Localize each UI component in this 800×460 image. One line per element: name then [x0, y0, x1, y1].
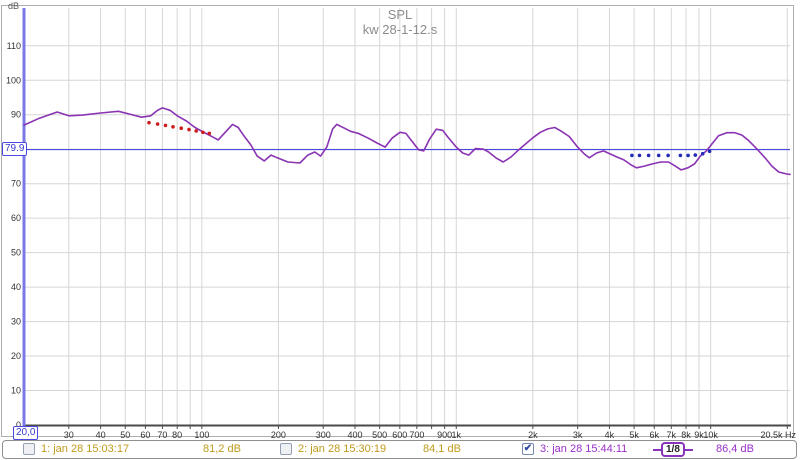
x-axis-tick-label: 7k	[667, 430, 677, 438]
red-dotted-overlay-dot	[194, 129, 198, 133]
blue-dotted-overlay-dot	[707, 149, 712, 154]
measurement-2-label[interactable]: 2: jan 28 15:30:19	[298, 443, 387, 455]
spl-chart-canvas: 30 40 50 60 70 80 100 200 300 400 500 600 700 900 1k 2k…	[1, 5, 796, 438]
y-axis-tick-label: 30	[11, 317, 21, 327]
frequency-cursor-readout[interactable]: 20,0	[13, 426, 39, 440]
blue-dotted-overlay-dot	[700, 151, 705, 156]
y-axis-tick-label: 50	[11, 248, 21, 258]
x-axis-tick-label: 300	[316, 430, 331, 438]
y-axis-tick-label: 60	[11, 213, 21, 223]
blue-dotted-overlay-dot	[686, 153, 690, 158]
blue-dotted-overlay-dot	[678, 153, 683, 158]
spl-trace	[23, 107, 791, 176]
db-axis-unit-label: dB	[8, 1, 20, 11]
red-dotted-overlay-dot	[201, 130, 205, 135]
y-axis-tick-label: 70	[11, 179, 21, 189]
measurement-1-label[interactable]: 1: jan 28 15:03:17	[41, 443, 130, 455]
red-dotted-overlay-dot	[187, 127, 191, 132]
measurement-2-level: 84,1 dB	[423, 443, 461, 455]
x-axis-tick-label: 900	[437, 430, 452, 438]
measurement-1-level: 81,2 dB	[203, 443, 241, 455]
chart-panel-border	[1, 5, 794, 437]
x-axis-tick-label: 70	[157, 430, 167, 438]
x-axis-tick-label: 40	[96, 430, 106, 438]
badge-right-line	[684, 448, 693, 451]
red-dotted-overlay-dot	[171, 125, 175, 129]
x-axis-tick-label: 100	[194, 430, 209, 438]
red-dotted-overlay-dot	[207, 131, 212, 136]
blue-dotted-overlay-dot	[666, 153, 670, 158]
x-axis-tick-label: 1k	[452, 430, 462, 438]
x-axis-tick-label: 500	[372, 430, 387, 438]
x-axis-tick-label: 5k	[629, 430, 639, 438]
blue-dotted-overlay-dot	[630, 153, 634, 158]
x-axis-tick-label: 700	[409, 430, 424, 438]
smoothing-badge-value: 1/8	[661, 442, 685, 457]
measurement-3-checkbox[interactable]: ✔	[522, 443, 534, 455]
level-cursor-readout[interactable]: 79.9	[2, 142, 28, 156]
x-axis-tick-label: 2k	[528, 430, 538, 438]
y-axis-tick-label: 100	[6, 75, 21, 85]
red-dotted-overlay-dot	[163, 123, 168, 128]
measurement-1-checkbox[interactable]	[23, 443, 35, 455]
measurement-2-checkbox[interactable]	[280, 443, 292, 455]
y-axis-tick-label: 20	[11, 351, 21, 361]
x-axis-tick-label: 400	[347, 430, 362, 438]
x-axis-tick-label: 200	[271, 430, 286, 438]
x-axis-end-label: 20,5k Hz	[760, 430, 796, 438]
x-axis-tick-label: 9k	[694, 430, 704, 438]
x-axis-tick-label: 10k	[703, 430, 718, 438]
y-axis-tick-label: 110	[7, 41, 21, 51]
measurement-3-level: 86,4 dB	[716, 443, 754, 455]
measurement-3-label[interactable]: 3: jan 28 15:44:11	[540, 443, 628, 455]
blue-dotted-overlay-dot	[693, 153, 698, 157]
x-axis-tick-label: 30	[64, 430, 74, 438]
x-axis-tick-label: 50	[120, 430, 130, 438]
x-axis-tick-label: 60	[140, 430, 150, 438]
blue-dotted-overlay-dot	[646, 153, 651, 158]
blue-dotted-overlay-dot	[637, 153, 642, 158]
x-axis-tick-label: 4k	[605, 430, 615, 438]
x-axis-tick-label: 8k	[681, 430, 691, 438]
red-dotted-overlay-dot	[155, 122, 160, 126]
spl-chart-panel: 30 40 50 60 70 80 100 200 300 400 500 600 700 900 1k 2k…	[1, 1, 796, 440]
x-axis-tick-label: 6k	[649, 430, 659, 438]
x-axis-tick-label: 80	[172, 430, 182, 438]
y-axis-tick-label: 90	[11, 110, 21, 120]
red-dotted-overlay-dot	[147, 120, 151, 125]
y-axis-tick-label: 10	[11, 386, 21, 396]
red-dotted-overlay-dot	[179, 126, 183, 130]
x-axis-tick-label: 600	[392, 430, 407, 438]
blue-dotted-overlay-dot	[656, 153, 661, 158]
badge-left-line	[653, 448, 661, 451]
x-axis-tick-label: 3k	[573, 430, 583, 438]
y-axis-tick-label: 40	[11, 282, 21, 292]
y-axis-tick-label: 0	[16, 420, 21, 430]
legend-bar: 1: jan 28 15:03:17 81,2 dB 2: jan 28 15:…	[2, 440, 797, 459]
smoothing-control[interactable]: 1/8	[653, 442, 693, 457]
